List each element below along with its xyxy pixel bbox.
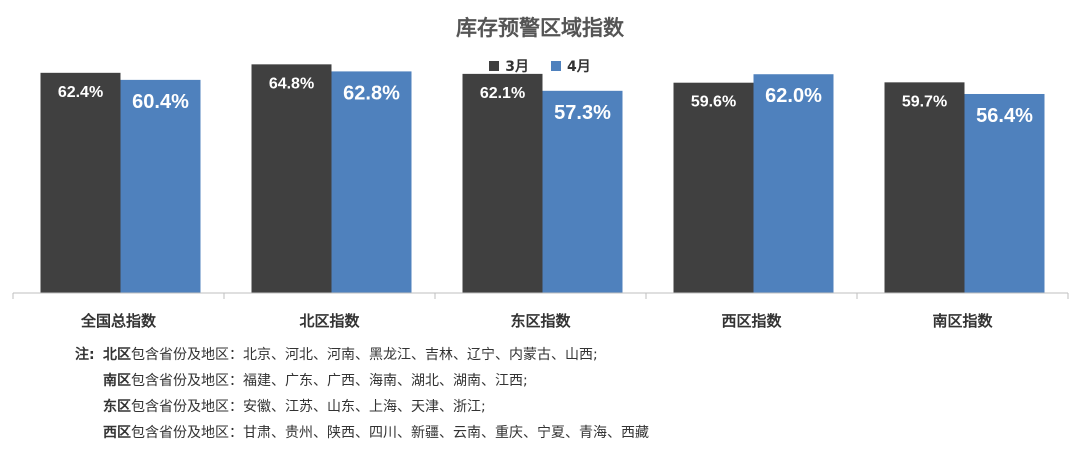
note-row-west: 西区包含省份及地区：甘肃、贵州、陕西、四川、新疆、云南、重庆、宁夏、青海、西藏: [75, 420, 649, 446]
bar-april: [331, 71, 412, 293]
data-label-march: 59.7%: [902, 93, 947, 110]
data-label-april: 60.4%: [132, 91, 189, 113]
data-label-april: 62.8%: [343, 82, 400, 104]
note-text-south: 包含省份及地区：福建、广东、广西、海南、湖北、湖南、江西;: [131, 373, 528, 389]
note-text-east: 包含省份及地区：安徽、江苏、山东、上海、天津、浙江;: [131, 399, 486, 415]
legend: 3月 4月: [0, 56, 1080, 76]
data-label-april: 56.4%: [976, 105, 1033, 127]
bar-april: [753, 74, 834, 293]
note-prefix: 注:: [75, 347, 95, 363]
data-label-march: 62.4%: [58, 84, 103, 101]
category-label: 北区指数: [299, 312, 360, 330]
data-label-april: 57.3%: [554, 102, 611, 124]
legend-swatch-april: [551, 61, 561, 71]
category-label: 南区指数: [932, 312, 993, 330]
note-text-north: 包含省份及地区：北京、河北、河南、黑龙江、吉林、辽宁、内蒙古、山西;: [131, 347, 598, 363]
bar-march: [251, 64, 332, 293]
data-label-march: 59.6%: [691, 94, 736, 111]
legend-item-april: 4月: [551, 56, 591, 76]
note-region-north: 北区: [103, 347, 131, 363]
legend-label-april: 4月: [567, 59, 591, 75]
bar-march: [462, 73, 543, 293]
notes: 注: 北区包含省份及地区：北京、河北、河南、黑龙江、吉林、辽宁、内蒙古、山西; 南…: [75, 342, 649, 446]
category-label: 全国总指数: [80, 312, 157, 330]
category-label: 东区指数: [510, 312, 571, 330]
bar-march: [673, 82, 754, 293]
legend-item-march: 3月: [489, 56, 529, 76]
bar-april: [120, 79, 201, 293]
note-region-south: 南区: [103, 373, 131, 389]
bar-march: [40, 72, 121, 294]
note-region-east: 东区: [103, 399, 131, 415]
category-label: 西区指数: [721, 312, 782, 330]
bar-chart: 62.4% 60.4% 全国总指数 64.8% 62.8% 北区指数 62.1% 57.3% 东…: [12, 64, 1069, 330]
data-label-march: 62.1%: [480, 85, 525, 102]
note-row-east: 东区包含省份及地区：安徽、江苏、山东、上海、天津、浙江;: [75, 394, 649, 420]
legend-label-march: 3月: [505, 59, 529, 75]
bar-march: [884, 82, 965, 293]
bar-april: [964, 93, 1045, 293]
note-text-west: 包含省份及地区：甘肃、贵州、陕西、四川、新疆、云南、重庆、宁夏、青海、西藏: [131, 425, 649, 441]
data-label-april: 62.0%: [765, 85, 822, 107]
bar-april: [542, 90, 623, 293]
data-label-march: 64.8%: [269, 75, 314, 92]
note-row-south: 南区包含省份及地区：福建、广东、广西、海南、湖北、湖南、江西;: [75, 368, 649, 394]
note-region-west: 西区: [103, 425, 131, 441]
chart-title: 库存预警区域指数: [456, 16, 624, 40]
legend-swatch-march: [489, 61, 500, 71]
note-row-north: 注: 北区包含省份及地区：北京、河北、河南、黑龙江、吉林、辽宁、内蒙古、山西;: [75, 342, 649, 368]
